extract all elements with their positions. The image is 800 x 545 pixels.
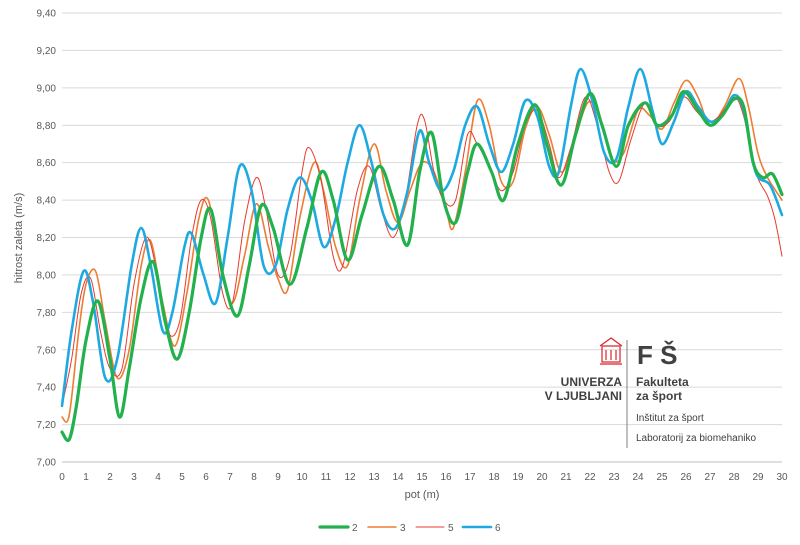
x-tick-label: 7 xyxy=(227,472,233,483)
faculty-line-2: za šport xyxy=(636,389,682,403)
x-tick-label: 3 xyxy=(131,472,137,483)
legend-label-6: 6 xyxy=(495,523,501,534)
y-tick-label: 8,40 xyxy=(37,196,57,207)
x-tick-label: 5 xyxy=(179,472,185,483)
series-lines xyxy=(60,67,784,443)
y-axis-ticks: 7,00 7,20 7,40 7,60 7,80 8,00 8,20 8,40 8,60 8,80… xyxy=(37,9,57,469)
faculty-line-1: Fakulteta xyxy=(636,375,689,389)
x-tick-label: 14 xyxy=(392,472,404,483)
x-tick-label: 29 xyxy=(752,472,764,483)
university-line-1: UNIVERZA xyxy=(561,375,623,389)
x-tick-label: 16 xyxy=(440,472,452,483)
x-tick-label: 10 xyxy=(296,472,308,483)
x-tick-label: 28 xyxy=(728,472,740,483)
series-line-2 xyxy=(60,90,784,443)
x-axis-title: pot (m) xyxy=(405,489,440,501)
x-tick-label: 13 xyxy=(368,472,380,483)
x-tick-label: 12 xyxy=(344,472,356,483)
y-tick-label: 7,00 xyxy=(37,458,57,469)
university-line-2: V LJUBLJANI xyxy=(545,389,622,403)
university-seal-icon xyxy=(599,337,623,365)
x-tick-label: 24 xyxy=(632,472,644,483)
institute-label: Inštitut za šport xyxy=(636,413,704,424)
x-tick-label: 11 xyxy=(321,472,332,483)
x-tick-label: 30 xyxy=(776,472,788,483)
x-tick-label: 18 xyxy=(488,472,500,483)
x-axis-ticks: 0 1 2 3 4 5 6 7 8 9 10 11 12 13 14 15 16 17 18 19 20 21 22 23 24… xyxy=(59,472,788,483)
x-tick-label: 1 xyxy=(83,472,89,483)
x-tick-label: 23 xyxy=(608,472,620,483)
y-tick-label: 9,00 xyxy=(37,83,57,94)
y-tick-label: 9,20 xyxy=(37,46,57,57)
x-tick-label: 21 xyxy=(560,472,572,483)
y-tick-label: 9,40 xyxy=(37,9,57,20)
x-tick-label: 17 xyxy=(464,472,476,483)
legend-label-5: 5 xyxy=(448,523,454,534)
legend: 2 3 5 6 xyxy=(318,523,501,534)
legend-label-3: 3 xyxy=(400,523,406,534)
x-tick-label: 26 xyxy=(680,472,692,483)
x-tick-label: 9 xyxy=(275,472,281,483)
y-tick-label: 8,20 xyxy=(37,233,57,244)
x-tick-label: 4 xyxy=(155,472,161,483)
x-tick-label: 25 xyxy=(656,472,668,483)
x-tick-label: 6 xyxy=(203,472,209,483)
y-tick-label: 8,80 xyxy=(37,121,57,132)
y-axis-title: hitrost zaleta (m/s) xyxy=(13,193,25,283)
x-tick-label: 19 xyxy=(512,472,524,483)
x-tick-label: 27 xyxy=(704,472,716,483)
series-line-6 xyxy=(60,67,784,408)
x-tick-label: 8 xyxy=(251,472,257,483)
legend-label-2: 2 xyxy=(352,523,358,534)
x-tick-label: 2 xyxy=(107,472,113,483)
x-tick-label: 15 xyxy=(416,472,428,483)
y-tick-label: 7,60 xyxy=(37,345,57,356)
x-tick-label: 22 xyxy=(584,472,596,483)
laboratory-label: Laboratorij za biomehaniko xyxy=(636,433,757,444)
logo-initials: F Š xyxy=(637,340,677,370)
x-tick-label: 0 xyxy=(59,472,65,483)
y-tick-label: 7,40 xyxy=(37,383,57,394)
x-tick-label: 20 xyxy=(536,472,548,483)
y-tick-label: 8,00 xyxy=(37,270,57,281)
faculty-logo: F Š UNIVERZA V LJUBLJANI Fakulteta za šp… xyxy=(545,337,757,448)
y-tick-label: 7,20 xyxy=(37,420,57,431)
y-tick-label: 7,80 xyxy=(37,308,57,319)
y-tick-label: 8,60 xyxy=(37,158,57,169)
